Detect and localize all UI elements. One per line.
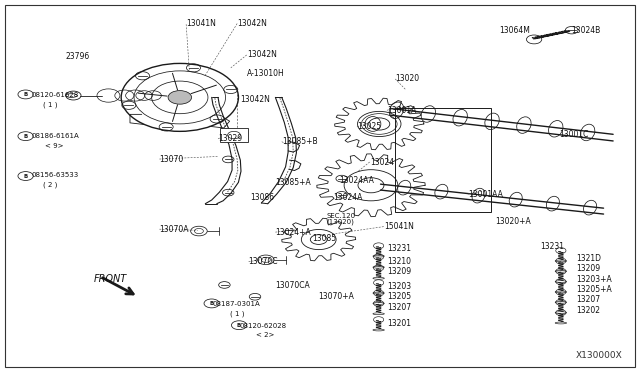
Text: 15041N: 15041N	[384, 222, 413, 231]
Text: 13020+A: 13020+A	[495, 217, 531, 225]
Text: 08120-61628: 08120-61628	[32, 92, 79, 98]
Text: 13024B: 13024B	[572, 26, 601, 35]
Text: 13070+A: 13070+A	[318, 292, 354, 301]
Text: < 2>: < 2>	[256, 332, 275, 338]
Text: 13085: 13085	[312, 234, 337, 243]
Text: 13064M: 13064M	[500, 26, 531, 35]
Text: 08186-6161A: 08186-6161A	[32, 133, 80, 139]
Text: 13024A: 13024A	[333, 193, 362, 202]
Text: 13207: 13207	[576, 295, 600, 304]
Text: SEC.120: SEC.120	[326, 212, 355, 218]
Text: 13024: 13024	[370, 157, 394, 167]
Text: B: B	[24, 134, 28, 139]
Text: (13020): (13020)	[326, 219, 355, 225]
Text: 13210: 13210	[387, 257, 411, 266]
Text: 13042N: 13042N	[237, 19, 267, 28]
Text: 13231: 13231	[540, 242, 564, 251]
Text: 13001AA: 13001AA	[468, 190, 502, 199]
Text: 13001C: 13001C	[559, 130, 588, 139]
Text: B: B	[24, 173, 28, 179]
Text: 08156-63533: 08156-63533	[32, 172, 79, 178]
Text: 13024+A: 13024+A	[275, 228, 311, 237]
Text: 13085+A: 13085+A	[275, 178, 311, 187]
Text: 13070: 13070	[159, 154, 184, 164]
Text: 13207: 13207	[387, 302, 411, 312]
Text: 13020: 13020	[395, 74, 419, 83]
Text: 13070CA: 13070CA	[275, 281, 310, 290]
Text: 13086: 13086	[250, 193, 274, 202]
Text: 13085+B: 13085+B	[282, 137, 317, 146]
Text: 1321D: 1321D	[576, 254, 601, 263]
Text: ( 1 ): ( 1 )	[230, 311, 244, 317]
Text: 13203: 13203	[387, 282, 411, 291]
Text: 08187-0301A: 08187-0301A	[213, 301, 260, 307]
Text: B: B	[24, 92, 28, 97]
Text: 13205: 13205	[387, 292, 411, 301]
Text: FRONT: FRONT	[94, 274, 127, 284]
Text: 13209: 13209	[576, 264, 600, 273]
Text: < 9>: < 9>	[45, 143, 63, 149]
Text: 13024AA: 13024AA	[339, 176, 374, 185]
Text: 13042N: 13042N	[241, 95, 270, 104]
Text: 23796: 23796	[65, 52, 90, 61]
Text: 13041N: 13041N	[186, 19, 216, 28]
Text: 13202: 13202	[576, 305, 600, 315]
Bar	[220, 128, 248, 142]
Text: 13001A: 13001A	[387, 106, 416, 115]
Text: B: B	[209, 301, 214, 306]
Text: X130000X: X130000X	[576, 350, 623, 359]
Text: 13070C: 13070C	[248, 257, 278, 266]
Text: 13205+A: 13205+A	[576, 285, 612, 294]
Circle shape	[168, 91, 191, 104]
Text: 13203+A: 13203+A	[576, 275, 612, 283]
Text: 13070A: 13070A	[159, 225, 189, 234]
Text: B: B	[237, 323, 241, 328]
Text: A-13010H: A-13010H	[246, 69, 284, 78]
Text: 13029: 13029	[218, 134, 242, 143]
Text: 13209: 13209	[387, 267, 411, 276]
Text: 08120-62028: 08120-62028	[239, 323, 286, 328]
Text: ( 2 ): ( 2 )	[43, 182, 57, 188]
Bar	[395, 109, 491, 212]
Text: 13231: 13231	[387, 244, 411, 253]
Text: ( 1 ): ( 1 )	[43, 102, 58, 108]
Text: 13025: 13025	[357, 122, 381, 131]
Text: 13042N: 13042N	[246, 51, 276, 60]
Text: 13201: 13201	[387, 319, 411, 328]
